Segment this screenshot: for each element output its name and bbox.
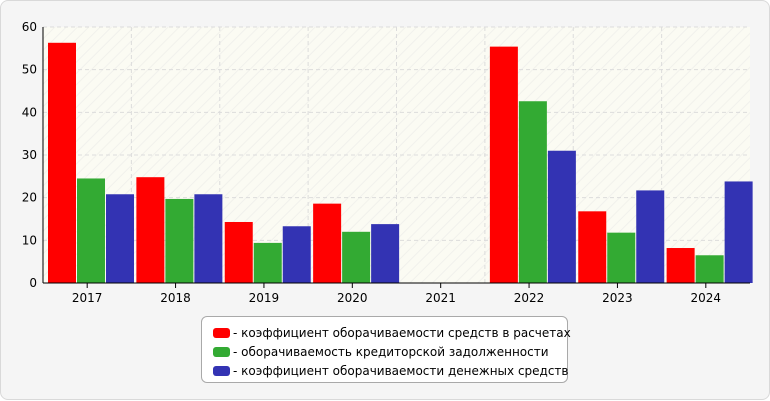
y-tick-label: 40 — [22, 105, 37, 119]
y-tick-label: 0 — [29, 276, 37, 290]
x-tick-label: 2023 — [602, 291, 633, 305]
bar-2017-series-3 — [106, 194, 134, 283]
bar-2023-series-1 — [578, 211, 607, 283]
y-tick-labels: 0 10 20 30 40 50 60 — [22, 20, 37, 290]
bar-2022-series-1 — [489, 46, 518, 284]
y-tick-label: 60 — [22, 20, 37, 34]
legend-label: - оборачиваемость кредиторской задолженн… — [233, 344, 549, 359]
legend-item-receivables-turnover: - коэффициент оборачиваемости средств в … — [213, 323, 571, 342]
bars — [48, 42, 753, 284]
bar-2018-series-1 — [136, 177, 165, 283]
bar-2018-series-2 — [165, 198, 194, 283]
y-tick-label: 10 — [22, 233, 37, 247]
bar-2017-series-2 — [77, 178, 105, 283]
bar-2019-series-2 — [253, 242, 282, 283]
y-tick-label: 30 — [22, 148, 37, 162]
bar-2022-series-2 — [518, 101, 547, 284]
bar-2022-series-3 — [547, 150, 576, 283]
x-tick-label: 2017 — [72, 291, 103, 305]
x-tick-label: 2022 — [514, 291, 545, 305]
legend-label: - коэффициент оборачиваемости денежных с… — [233, 363, 569, 378]
legend-label: - коэффициент оборачиваемости средств в … — [233, 325, 571, 340]
bar-2019-series-3 — [282, 226, 311, 283]
bar-2024-series-3 — [724, 181, 753, 283]
y-tick-label: 20 — [22, 191, 37, 205]
legend: - коэффициент оборачиваемости средств в … — [201, 316, 571, 383]
bar-2020-series-1 — [313, 203, 342, 283]
bar-2020-series-2 — [342, 231, 371, 283]
bar-2024-series-2 — [695, 255, 724, 283]
bar-2019-series-1 — [224, 221, 253, 283]
x-tick-label: 2018 — [160, 291, 191, 305]
bar-2023-series-2 — [607, 232, 636, 283]
legend-item-payables-turnover: - оборачиваемость кредиторской задолженн… — [213, 342, 567, 361]
axes — [42, 27, 750, 284]
legend-swatch-blue — [213, 365, 230, 376]
bar-2017-series-1 — [48, 42, 76, 283]
legend-swatch-red — [213, 327, 230, 338]
x-tick-labels: 2017 2018 2019 2020 2021 2022 2023 2024 — [72, 283, 721, 305]
x-tick-label: 2024 — [691, 291, 722, 305]
bar-2023-series-3 — [636, 190, 665, 283]
legend-swatch-green — [213, 346, 230, 357]
bar-2018-series-3 — [194, 194, 223, 283]
x-tick-label: 2020 — [337, 291, 368, 305]
bar-2024-series-1 — [666, 248, 695, 283]
bar-2020-series-3 — [371, 224, 400, 283]
x-tick-label: 2021 — [425, 291, 456, 305]
legend-item-cash-turnover: - коэффициент оборачиваемости денежных с… — [213, 361, 569, 380]
x-tick-label: 2019 — [249, 291, 280, 305]
y-tick-label: 50 — [22, 63, 37, 77]
